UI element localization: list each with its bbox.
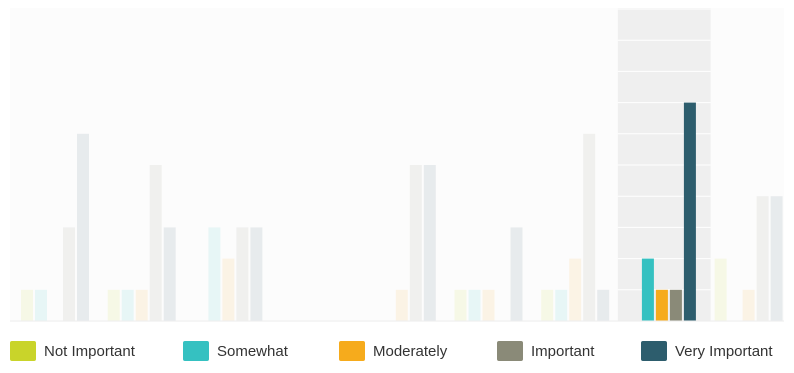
bar-very-important-8[interactable] — [683, 102, 696, 321]
legend-item-moderately[interactable]: Moderately — [339, 336, 447, 366]
legend-label: Somewhat — [217, 342, 288, 360]
bar-very-important-6[interactable] — [510, 227, 523, 321]
bar-very-important-3[interactable] — [250, 227, 263, 321]
bar-moderately-5[interactable] — [395, 289, 408, 321]
bar-moderately-3[interactable] — [222, 258, 235, 321]
bar-important-1[interactable] — [63, 227, 75, 321]
bar-moderately-8[interactable] — [655, 289, 668, 321]
legend-swatch — [641, 341, 667, 361]
legend-swatch — [497, 341, 523, 361]
bar-moderately-2[interactable] — [135, 289, 148, 321]
bar-somewhat-2[interactable] — [121, 289, 134, 321]
bar-very-important-7[interactable] — [597, 289, 610, 321]
legend-item-somewhat[interactable]: Somewhat — [183, 336, 288, 366]
legend-label: Not Important — [44, 342, 135, 360]
legend-swatch — [339, 341, 365, 361]
bar-important-8[interactable] — [669, 289, 682, 321]
bar-important-2[interactable] — [149, 165, 162, 321]
bar-important-5[interactable] — [409, 165, 422, 321]
legend-label: Important — [531, 342, 595, 360]
bar-important-7[interactable] — [583, 133, 596, 321]
bar-somewhat-1[interactable] — [35, 289, 47, 321]
bar-moderately-6[interactable] — [482, 289, 495, 321]
bar-somewhat-7[interactable] — [555, 289, 568, 321]
bar-not-important-1[interactable] — [21, 289, 33, 321]
legend-item-not-important[interactable]: Not Important — [10, 336, 135, 366]
bar-somewhat-6[interactable] — [468, 289, 481, 321]
bar-somewhat-8[interactable] — [641, 258, 654, 321]
bar-not-important-6[interactable] — [454, 289, 467, 321]
legend-swatch — [10, 341, 36, 361]
bar-very-important-9[interactable] — [770, 196, 783, 321]
bar-important-3[interactable] — [236, 227, 249, 321]
bar-not-important-2[interactable] — [107, 289, 120, 321]
bar-not-important-9[interactable] — [714, 258, 727, 321]
legend: Not Important Somewhat Moderately Import… — [0, 336, 794, 366]
bar-moderately-9[interactable] — [742, 289, 755, 321]
legend-item-very-important[interactable]: Very Important — [641, 336, 773, 366]
bar-very-important-2[interactable] — [163, 227, 176, 321]
bar-moderately-7[interactable] — [569, 258, 582, 321]
bar-very-important-1[interactable] — [77, 133, 89, 321]
legend-item-important[interactable]: Important — [497, 336, 594, 366]
bar-very-important-5[interactable] — [423, 165, 436, 321]
legend-label: Very Important — [675, 342, 773, 360]
bar-chart — [10, 8, 784, 322]
bar-somewhat-3[interactable] — [208, 227, 221, 321]
legend-label: Moderately — [373, 342, 448, 360]
legend-swatch — [183, 341, 209, 361]
bar-important-9[interactable] — [756, 196, 769, 321]
bar-not-important-7[interactable] — [541, 289, 554, 321]
